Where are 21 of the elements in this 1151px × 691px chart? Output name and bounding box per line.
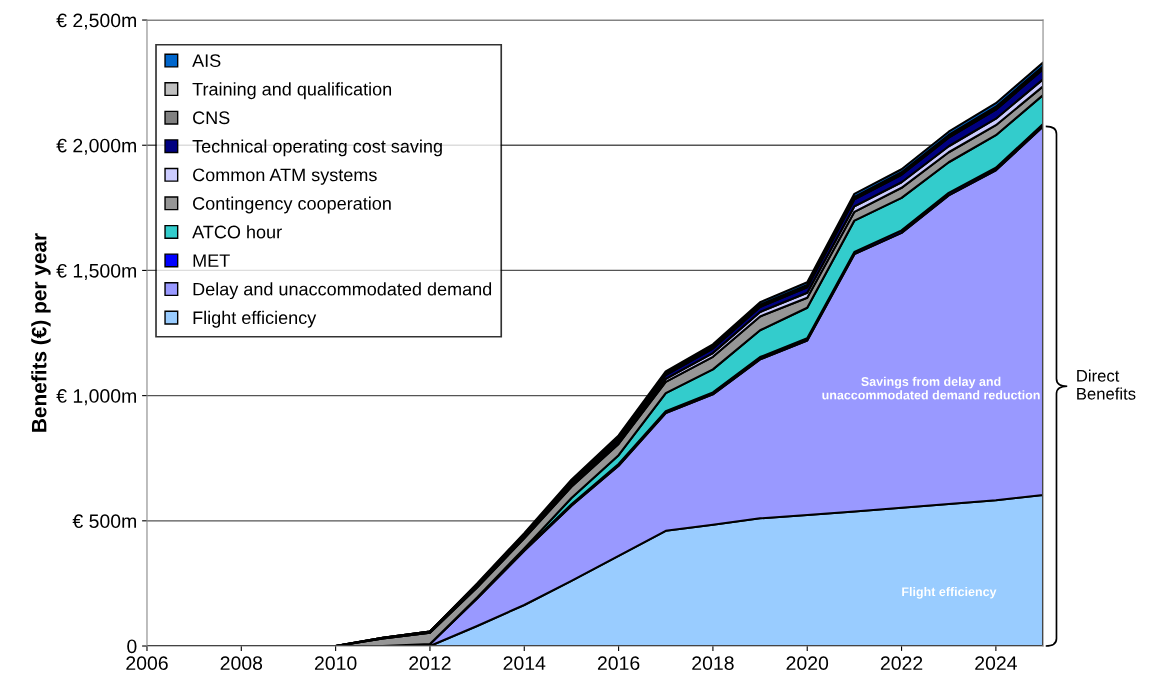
y-tick-label: € 2,500m: [56, 13, 136, 30]
y-axis-title: Benefits (€) per year: [31, 233, 51, 432]
x-tick-label: 2006: [126, 656, 168, 671]
x-tick-label: 2008: [220, 656, 263, 671]
legend-label: Training and qualification: [192, 82, 392, 100]
x-tick-label: 2012: [409, 656, 451, 671]
x-tick-label: 2018: [692, 656, 734, 671]
x-tick-label: 2024: [975, 656, 1017, 671]
y-tick-label: € 500m: [72, 514, 136, 529]
x-tick-label: 2014: [503, 656, 546, 671]
legend-label: CNS: [193, 111, 230, 125]
x-tick-label: 2022: [880, 656, 923, 671]
y-tick-label: € 1,500m: [56, 263, 136, 280]
x-tick-label: 2010: [314, 656, 357, 671]
y-tick-label: 0: [127, 639, 137, 654]
text: Direct Benefits: [1077, 369, 1136, 400]
x-tick-label: 2020: [786, 656, 829, 671]
x-tick-label: 2016: [597, 656, 640, 671]
legend-label: AIS: [192, 54, 221, 68]
y-tick-label: € 2,000m: [56, 138, 136, 155]
y-tick-label: € 1,000m: [56, 389, 136, 406]
